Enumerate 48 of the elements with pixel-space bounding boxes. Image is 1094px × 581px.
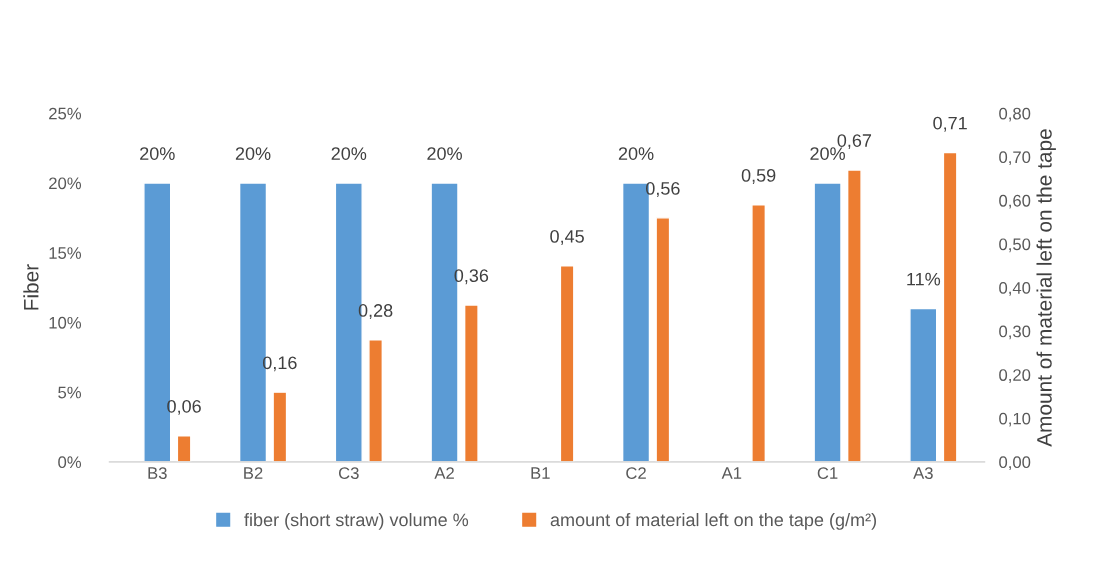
legend-label: fiber (short straw) volume % [244, 513, 469, 530]
data-label: 20% [427, 147, 462, 160]
bar [368, 339, 383, 462]
data-label: 20% [810, 147, 845, 160]
bar [559, 265, 575, 462]
data-label: 0,45 [550, 230, 584, 245]
y2-tick-label: 0,50 [999, 238, 1031, 253]
data-label: 11% [907, 272, 941, 286]
bar [176, 435, 192, 462]
y2-tick-label: 0,00 [999, 456, 1031, 471]
data-label: 0,71 [933, 116, 967, 132]
x-tick-label: B2 [244, 467, 263, 479]
y2-tick-label: 0,10 [999, 412, 1031, 427]
y2-tick-label: 0,20 [999, 369, 1031, 383]
y2-tick-label: 0,40 [999, 282, 1031, 296]
data-label: 20% [140, 147, 175, 160]
y-tick-label: 15% [49, 247, 82, 259]
data-label: 20% [235, 147, 271, 160]
data-label: 20% [331, 147, 367, 160]
bar [751, 204, 767, 462]
y2-axis-title: Amount of material left on the tape [1036, 129, 1056, 447]
y-tick-label: 0% [58, 456, 82, 469]
y2-tick-label: 0,30 [999, 325, 1031, 340]
y-tick-label: 10% [49, 316, 82, 329]
data-label: 0,67 [837, 134, 872, 150]
bar [655, 217, 671, 462]
x-tick-label: A2 [434, 467, 454, 479]
y-tick-label: 5% [58, 386, 82, 399]
bar [463, 304, 479, 462]
y-axis-title: Fiber [23, 264, 39, 310]
y-tick-label: 20% [49, 177, 82, 190]
legend-label: amount of material left on the tape (g/m²) [550, 513, 877, 530]
bar [846, 169, 862, 462]
x-tick-label: B3 [148, 467, 167, 479]
data-label: 20% [618, 147, 654, 160]
x-tick-label: A1 [721, 467, 742, 479]
y2-tick-label: 0,70 [999, 151, 1031, 166]
bar [272, 391, 288, 462]
y-tick-label: 25% [49, 107, 82, 120]
x-tick-label: C3 [338, 467, 359, 479]
x-tick-label: C2 [626, 467, 646, 479]
data-label: 0,59 [741, 169, 776, 184]
x-tick-label: A3 [913, 467, 933, 479]
y2-tick-label: 0,80 [999, 107, 1031, 122]
bar [942, 151, 958, 462]
x-tick-label: B1 [531, 467, 550, 479]
y2-tick-label: 0,60 [999, 194, 1031, 209]
x-tick-label: C1 [817, 467, 838, 479]
